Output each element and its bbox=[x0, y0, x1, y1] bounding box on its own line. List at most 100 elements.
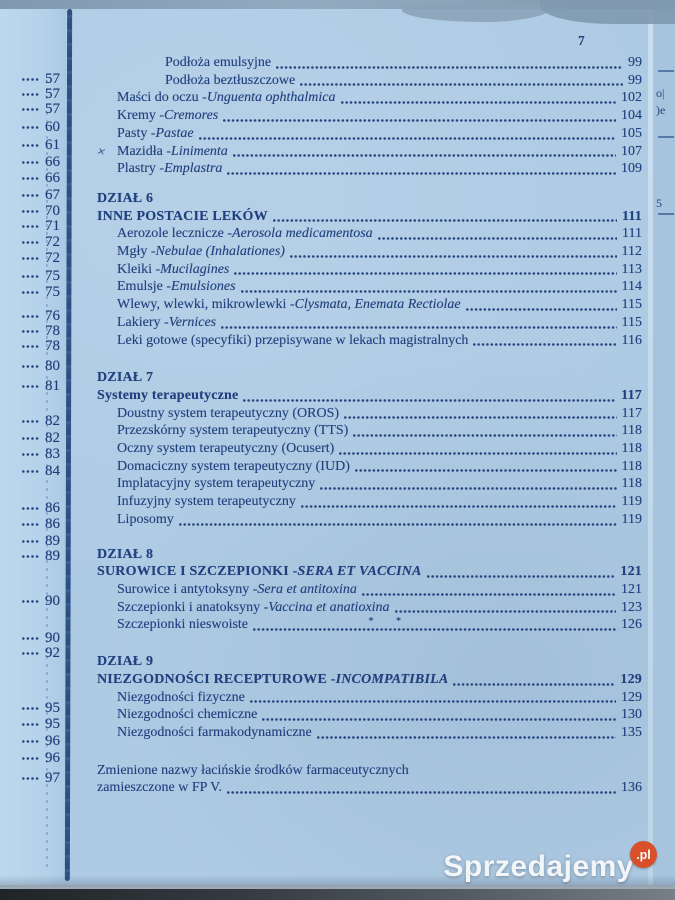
toc-entry: Przezskórny system terapeutyczny (TTS) 11… bbox=[95, 422, 642, 440]
entry-page: 121 bbox=[621, 581, 642, 597]
dot-leader bbox=[22, 268, 42, 280]
entry-label: Maści do oczu - bbox=[117, 90, 207, 106]
underlying-page-sliver bbox=[653, 8, 675, 888]
entry-label: SERA ET VACCINA bbox=[297, 564, 422, 580]
entry-page: 118 bbox=[621, 476, 642, 492]
entry-page: 111 bbox=[621, 208, 642, 224]
left-page-number: 89 bbox=[0, 548, 60, 565]
entry-page: 118 bbox=[621, 458, 642, 474]
entry-label: zamieszczone w FP V. bbox=[97, 780, 222, 796]
left-page-number: 57 bbox=[0, 101, 60, 118]
entry-label: Niezgodności fizyczne bbox=[117, 689, 245, 705]
entry-label: Nebulae (Inhalationes) bbox=[155, 244, 285, 260]
left-page-number: 96 bbox=[0, 750, 60, 767]
dot-leader bbox=[471, 332, 618, 350]
entry-label: Emulsiones bbox=[171, 279, 236, 295]
dot-leader bbox=[197, 125, 618, 143]
dot-leader bbox=[342, 405, 618, 423]
table-edge-light bbox=[0, 885, 675, 890]
left-page-number: 86 bbox=[0, 500, 60, 517]
watermark-pl-badge-icon: .pl bbox=[630, 841, 657, 868]
section-dzial: DZIAŁ 7 bbox=[97, 370, 154, 386]
table-edge-dark bbox=[0, 889, 675, 900]
entry-label: Vernices bbox=[168, 314, 217, 330]
entry-page: 116 bbox=[621, 332, 642, 348]
dot-leader bbox=[22, 700, 42, 712]
entry-page: 119 bbox=[621, 494, 642, 510]
dot-leader bbox=[22, 234, 42, 246]
left-page-number: 95 bbox=[0, 716, 60, 733]
dot-leader bbox=[318, 475, 618, 493]
entry-page: 109 bbox=[621, 161, 642, 177]
left-page-number: 71 bbox=[0, 218, 60, 235]
entry-label: NIEZGODNOŚCI RECEPTUROWE - bbox=[97, 671, 336, 687]
left-page-background bbox=[0, 8, 66, 886]
toc-entry: Niezgodności fizyczne 129 bbox=[95, 689, 642, 707]
left-page-number: 84 bbox=[0, 463, 60, 480]
entry-label: Podłoża beztłuszczowe bbox=[165, 72, 296, 88]
dot-leader bbox=[22, 137, 42, 149]
entry-label: Surowice i antytoksyny - bbox=[117, 581, 258, 597]
entry-page: 123 bbox=[621, 599, 642, 615]
left-page-number: 81 bbox=[0, 378, 60, 395]
dot-leader bbox=[274, 54, 625, 72]
dot-leader bbox=[288, 243, 619, 261]
section-dzial: DZIAŁ 8 bbox=[97, 546, 154, 562]
entry-label: Niezgodności chemiczne bbox=[117, 707, 258, 723]
toc-entry: × Mazidła - Linimenta 107 bbox=[95, 143, 642, 161]
toc-entry: Leki gotowe (specyfiki) przepisywane w l… bbox=[95, 332, 642, 350]
entry-label: Aerozole lecznicze - bbox=[117, 226, 233, 242]
entry-label: INNE POSTACIE LEKÓW bbox=[97, 208, 268, 224]
left-page-number: 82 bbox=[0, 413, 60, 430]
page-number-text: 90 bbox=[45, 630, 60, 646]
entry-label: Szczepionki nieswoiste bbox=[117, 617, 249, 633]
toc-entry: Podłoża emulsyjne 99 bbox=[95, 54, 642, 72]
toc-entry: Kleiki - Mucilagines 113 bbox=[95, 261, 642, 279]
page-number-text: 78 bbox=[45, 323, 60, 339]
left-page-number: 57 bbox=[0, 71, 60, 88]
dot-leader bbox=[22, 250, 42, 262]
toc-entry: Emulsje - Emulsiones 114 bbox=[95, 278, 642, 296]
entry-label: Unguenta ophthalmica bbox=[206, 90, 336, 106]
watermark-text: Sprzedajemy bbox=[443, 850, 634, 883]
entry-label: Implatacyjny system terapeutyczny bbox=[117, 476, 316, 492]
toc-entry: Liposomy 119 bbox=[95, 511, 642, 529]
dot-leader bbox=[22, 71, 42, 83]
entry-label: Pasty - bbox=[117, 125, 156, 141]
dot-leader bbox=[22, 218, 42, 230]
toc-entry: Zmienione nazwy łacińskie środków farmac… bbox=[95, 762, 642, 780]
text-fragment: o| bbox=[656, 86, 665, 100]
left-page-number: 90 bbox=[0, 630, 60, 647]
toc-entry: Kremy - Cremores 104 bbox=[95, 107, 642, 125]
dot-leader bbox=[225, 160, 618, 178]
toc-entry: Podłoża beztłuszczowe 99 bbox=[95, 72, 642, 90]
dot-leader bbox=[464, 296, 619, 314]
dot-leader bbox=[22, 308, 42, 320]
page-number-text: 80 bbox=[45, 358, 60, 374]
dot-leader bbox=[22, 413, 42, 425]
dot-leader bbox=[22, 284, 42, 296]
entry-label: Infuzyjny system terapeutyczny bbox=[117, 494, 296, 510]
left-page-number: 82 bbox=[0, 430, 60, 447]
left-page-number: 75 bbox=[0, 268, 60, 285]
page-number-text: 75 bbox=[45, 284, 60, 300]
entry-label: Vaccina et anatioxina bbox=[268, 599, 390, 615]
entry-label: Cremores bbox=[164, 108, 219, 124]
dot-leader bbox=[351, 422, 618, 440]
book-binding-line bbox=[64, 8, 73, 882]
entry-label: Lakiery - bbox=[117, 314, 169, 330]
page-number-text: 66 bbox=[45, 154, 60, 170]
page-number-text: 90 bbox=[45, 593, 60, 609]
dot-leader bbox=[22, 86, 42, 98]
left-page-number: 78 bbox=[0, 338, 60, 355]
left-page-number: 86 bbox=[0, 516, 60, 533]
page-number-text: 95 bbox=[45, 716, 60, 732]
dot-leader bbox=[22, 119, 42, 131]
entry-label: Domaciczny system terapeutyczny (IUD) bbox=[117, 458, 350, 474]
entry-label: Szczepionki i anatoksyny - bbox=[117, 599, 269, 615]
page-number-text: 89 bbox=[45, 533, 60, 549]
entry-label: Clysmata, Enemata Rectiolae bbox=[294, 297, 461, 313]
toc-entry: Pasty - Pastae 105 bbox=[95, 125, 642, 143]
entry-label: Leki gotowe (specyfiki) przepisywane w l… bbox=[117, 332, 469, 348]
